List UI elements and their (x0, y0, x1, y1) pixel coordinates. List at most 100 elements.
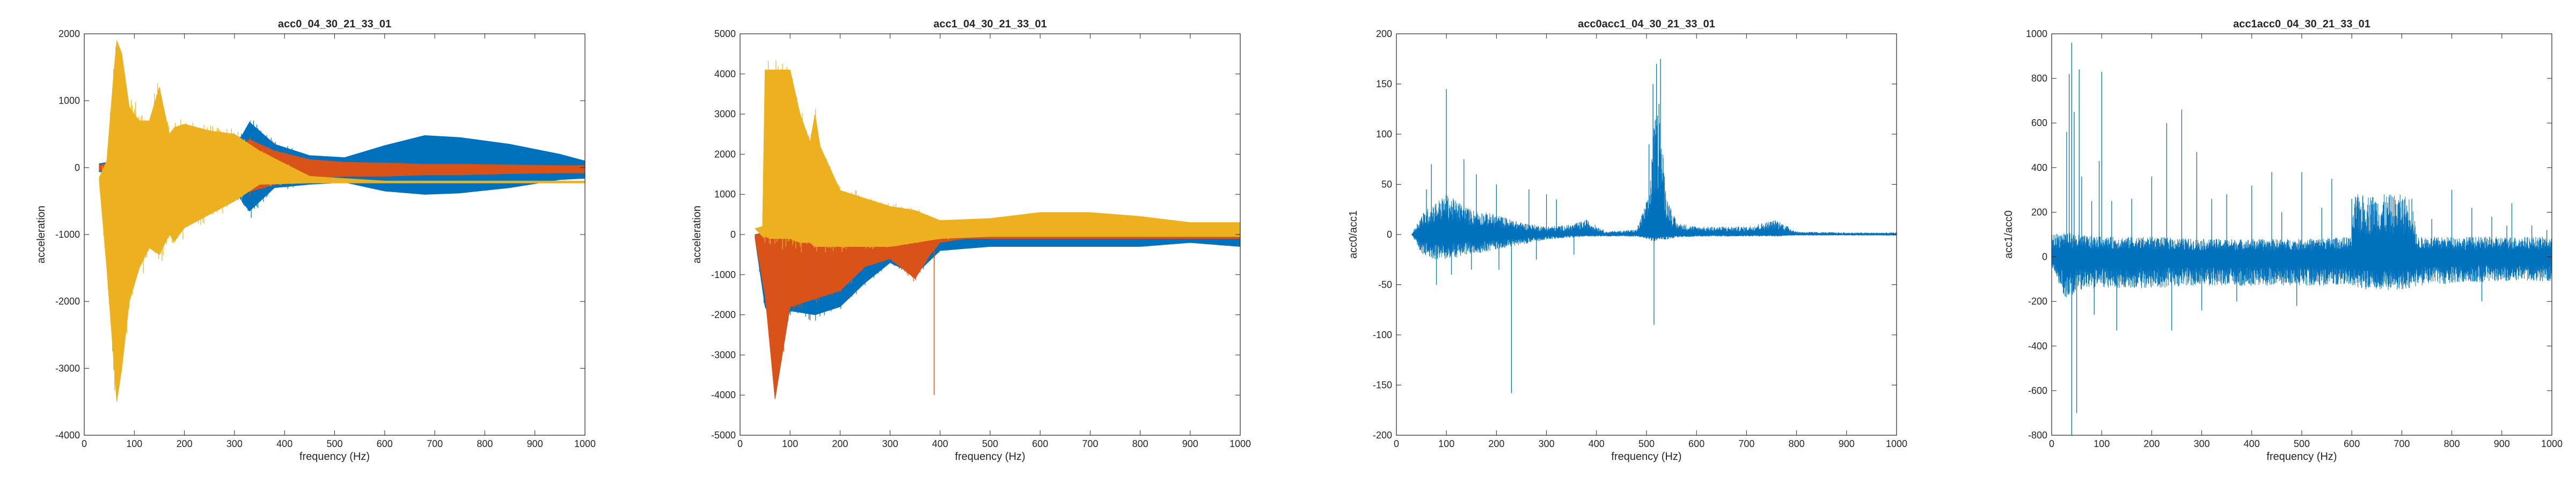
x-tick-label: 800 (2444, 438, 2460, 449)
x-tick-label: 800 (477, 438, 493, 449)
x-tick-label: 200 (832, 438, 848, 449)
y-tick-label: 800 (2031, 73, 2047, 84)
y-tick-label: 1000 (714, 189, 736, 200)
x-tick-label: 100 (126, 438, 142, 449)
y-tick-label: 100 (1376, 129, 1392, 140)
x-tick-label: 500 (1638, 438, 1655, 449)
chart-title: acc1acc0_04_30_21_33_01 (2233, 18, 2370, 30)
x-tick-label: 700 (2394, 438, 2410, 449)
series-3-texture (99, 47, 295, 391)
y-tick-label: -200 (2028, 296, 2047, 307)
y-tick-label: 5000 (714, 28, 736, 39)
y-tick-label: -2000 (711, 310, 736, 320)
y-tick-label: -5000 (711, 430, 736, 441)
chart-title: acc1_04_30_21_33_01 (933, 18, 1046, 30)
x-tick-label: 500 (326, 438, 342, 449)
x-tick-label: 400 (932, 438, 948, 449)
chart-3: 0 100 200 300 400 500 600 700 800 900 1000-200-150… (1348, 18, 1907, 463)
plot-area (2052, 42, 2552, 435)
x-axis-label: frequency (Hz) (1611, 451, 1681, 463)
y-tick-label: -3000 (711, 349, 736, 360)
x-tick-label: 600 (377, 438, 393, 449)
y-axis-label: acceleration (691, 206, 703, 264)
y-tick-label: -600 (2028, 385, 2047, 396)
x-tick-label: 1000 (1886, 438, 1907, 449)
x-tick-label: 200 (1488, 438, 1504, 449)
series-2-texture (755, 225, 950, 384)
x-tick-label: 0 (82, 438, 87, 449)
y-tick-label: 200 (2031, 207, 2047, 217)
x-tick-label: 800 (1132, 438, 1148, 449)
x-tick-label: 300 (882, 438, 898, 449)
y-tick-label: 4000 (714, 69, 736, 79)
x-tick-label: 100 (782, 438, 798, 449)
x-tick-label: 700 (1082, 438, 1098, 449)
x-tick-label: 900 (1182, 438, 1198, 449)
x-tick-label: 500 (982, 438, 998, 449)
y-tick-label: -1000 (55, 229, 80, 240)
y-tick-label: 1000 (58, 96, 80, 106)
chart-title: acc0_04_30_21_33_01 (278, 18, 391, 30)
y-tick-label: -2000 (55, 296, 80, 307)
y-tick-label: 200 (1376, 28, 1392, 39)
x-axis-label: frequency (Hz) (299, 451, 370, 463)
x-axis-label: frequency (Hz) (2266, 451, 2337, 463)
y-tick-label: 2000 (58, 28, 80, 39)
x-tick-label: 400 (1589, 438, 1605, 449)
y-tick-label: -50 (1378, 280, 1392, 290)
x-tick-label: 600 (2344, 438, 2360, 449)
y-tick-label: -150 (1373, 380, 1392, 391)
y-tick-label: 400 (2031, 162, 2047, 173)
y-tick-label: -200 (1373, 430, 1392, 441)
y-tick-label: 0 (75, 162, 80, 173)
x-tick-label: 400 (2244, 438, 2260, 449)
y-tick-label: -1000 (711, 269, 736, 280)
plot-area (1411, 58, 1897, 393)
x-tick-label: 700 (1738, 438, 1754, 449)
x-tick-label: 200 (2143, 438, 2160, 449)
y-tick-label: 0 (1387, 229, 1392, 240)
y-axis-label: acc1/acc0 (2003, 210, 2015, 259)
y-tick-label: 3000 (714, 109, 736, 120)
chart-4: 0 100 200 300 400 500 600 700 800 900 1000 -800 -600… (2003, 18, 2563, 463)
y-tick-label: 2000 (714, 149, 736, 159)
x-tick-label: 600 (1688, 438, 1704, 449)
x-tick-label: 1000 (1230, 438, 1251, 449)
x-tick-label: 900 (1839, 438, 1855, 449)
y-tick-label: 150 (1376, 79, 1392, 90)
y-axis-label: acceleration (35, 206, 47, 264)
x-axis-label: frequency (Hz) (955, 451, 1025, 463)
y-tick-label: -100 (1373, 330, 1392, 340)
x-tick-label: 300 (2194, 438, 2210, 449)
x-tick-label: 1000 (574, 438, 596, 449)
plot-area (755, 60, 1240, 399)
x-tick-label: 600 (1032, 438, 1048, 449)
y-tick-label: -4000 (711, 390, 736, 400)
x-tick-label: 200 (177, 438, 193, 449)
chart-2: 0 100 200 300 400 500 600 700 800 900 1000 -5000 -40… (691, 18, 1251, 463)
y-tick-label: 50 (1381, 179, 1392, 190)
x-tick-label: 0 (737, 438, 743, 449)
series-3-texture (756, 60, 950, 253)
plot-area (99, 40, 585, 402)
y-axis-label: acc0/acc1 (1348, 210, 1359, 259)
series-trace (1411, 115, 1897, 260)
y-tick-label: -3000 (55, 363, 80, 374)
x-tick-label: 100 (1438, 438, 1454, 449)
y-tick-label: -800 (2028, 430, 2047, 441)
x-tick-label: 0 (2049, 438, 2054, 449)
x-tick-label: 1000 (2541, 438, 2563, 449)
x-tick-label: 800 (1789, 438, 1805, 449)
x-tick-label: 900 (2494, 438, 2510, 449)
x-tick-label: 300 (226, 438, 243, 449)
x-tick-label: 500 (2294, 438, 2310, 449)
x-tick-label: 400 (276, 438, 292, 449)
y-tick-label: 1000 (2026, 28, 2047, 39)
x-tick-label: 100 (2094, 438, 2110, 449)
chart-title: acc0acc1_04_30_21_33_01 (1578, 18, 1715, 30)
x-tick-label: 300 (1539, 438, 1555, 449)
chart-1: 0 100 200 300 400 500 600 700 800 900 1000 -4000 -30… (35, 18, 596, 463)
y-tick-label: -400 (2028, 341, 2047, 352)
x-tick-label: 0 (1394, 438, 1399, 449)
